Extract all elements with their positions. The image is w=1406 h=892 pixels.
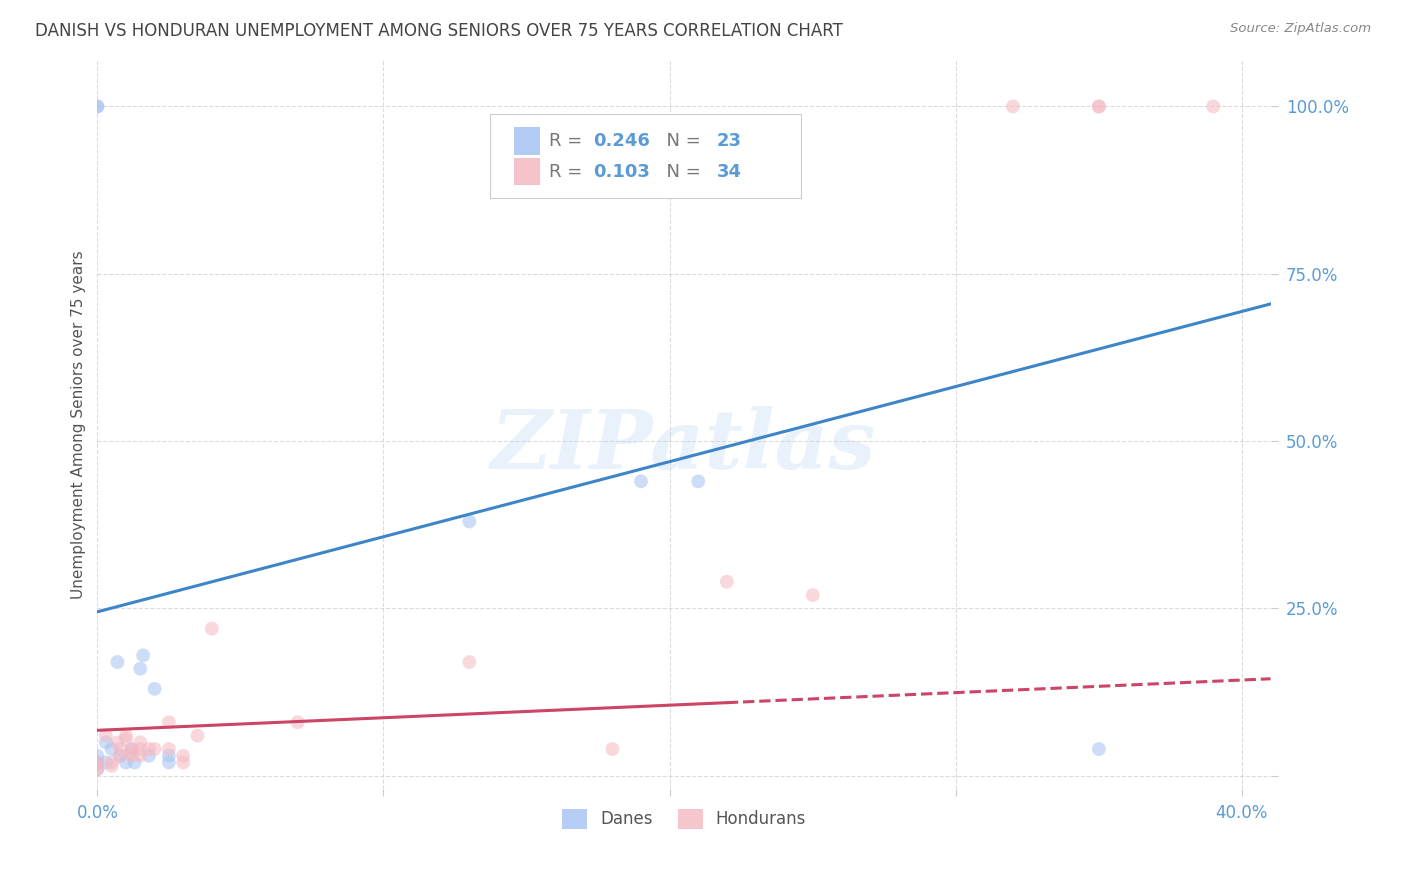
Text: R =: R = <box>548 162 588 180</box>
Point <box>86 762 108 776</box>
Text: ZIPatlas: ZIPatlas <box>491 406 877 486</box>
Point <box>1088 742 1111 756</box>
Point <box>630 475 652 489</box>
Point <box>129 735 152 749</box>
Point <box>86 748 108 763</box>
Y-axis label: Unemployment Among Seniors over 75 years: Unemployment Among Seniors over 75 years <box>72 250 86 599</box>
Point <box>100 759 122 773</box>
Point <box>157 748 180 763</box>
Point <box>86 99 108 113</box>
Point <box>157 756 180 770</box>
Text: N =: N = <box>655 132 706 150</box>
Point <box>1088 99 1111 113</box>
FancyBboxPatch shape <box>513 158 540 186</box>
Point <box>121 748 143 763</box>
FancyBboxPatch shape <box>513 128 540 155</box>
Point <box>1088 99 1111 113</box>
Point <box>110 748 132 763</box>
Point <box>86 99 108 113</box>
Point <box>86 756 108 770</box>
Point <box>110 742 132 756</box>
Point <box>172 756 194 770</box>
Point <box>186 729 208 743</box>
Text: 34: 34 <box>717 162 742 180</box>
Point <box>801 588 824 602</box>
Text: 0.246: 0.246 <box>593 132 651 150</box>
Point <box>94 735 117 749</box>
Point <box>129 662 152 676</box>
FancyBboxPatch shape <box>491 114 801 198</box>
Point <box>100 742 122 756</box>
Point <box>172 748 194 763</box>
Point <box>143 681 166 696</box>
Point <box>94 756 117 770</box>
Legend: Danes, Hondurans: Danes, Hondurans <box>555 802 813 836</box>
Text: DANISH VS HONDURAN UNEMPLOYMENT AMONG SENIORS OVER 75 YEARS CORRELATION CHART: DANISH VS HONDURAN UNEMPLOYMENT AMONG SE… <box>35 22 844 40</box>
Point <box>1001 99 1024 113</box>
Point <box>121 746 143 760</box>
Text: R =: R = <box>548 132 588 150</box>
Point <box>115 729 138 743</box>
Point <box>115 731 138 746</box>
Point <box>688 475 710 489</box>
Point <box>138 742 160 756</box>
Text: 23: 23 <box>717 132 742 150</box>
Point <box>201 622 224 636</box>
Point <box>716 574 738 589</box>
Point <box>121 742 143 756</box>
Point <box>94 729 117 743</box>
Point <box>287 715 309 730</box>
Point <box>458 515 481 529</box>
Point <box>86 759 108 773</box>
Text: 0.103: 0.103 <box>593 162 651 180</box>
Point <box>86 762 108 776</box>
Point <box>124 756 146 770</box>
Point <box>100 756 122 770</box>
Point <box>115 756 138 770</box>
Point <box>138 748 160 763</box>
Point <box>157 742 180 756</box>
Text: N =: N = <box>655 162 706 180</box>
Point <box>86 756 108 770</box>
Point <box>105 655 128 669</box>
Text: Source: ZipAtlas.com: Source: ZipAtlas.com <box>1230 22 1371 36</box>
Point <box>132 648 155 663</box>
Point <box>602 742 624 756</box>
Point <box>1202 99 1225 113</box>
Point <box>129 748 152 763</box>
Point <box>143 742 166 756</box>
Point <box>129 742 152 756</box>
Point <box>157 715 180 730</box>
Point <box>121 742 143 756</box>
Point <box>458 655 481 669</box>
Point <box>105 735 128 749</box>
Point <box>110 748 132 763</box>
